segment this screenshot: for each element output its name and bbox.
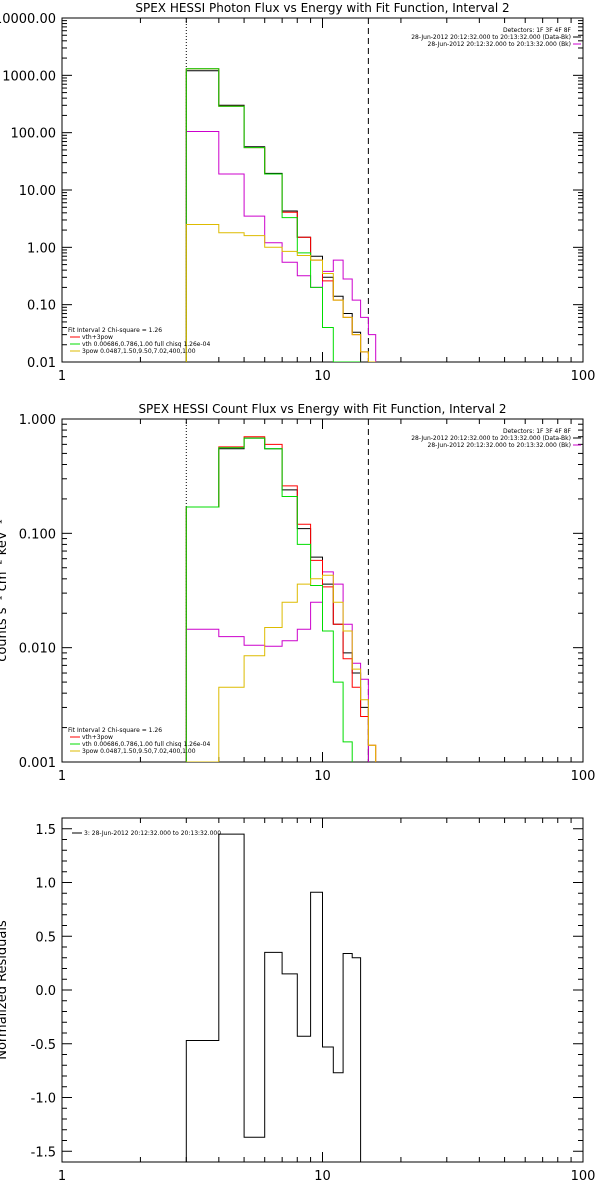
series-group bbox=[185, 68, 377, 362]
series-yellow-line bbox=[186, 574, 377, 762]
y-tick-label: 1.5 bbox=[35, 823, 56, 838]
series-red-line bbox=[185, 68, 376, 362]
legend-bottom-text: vth 0.00686,0.786,1.00 full chisq 1.26e-… bbox=[82, 341, 210, 348]
series-magenta-line bbox=[185, 131, 377, 362]
x-tick-label: 100 bbox=[571, 769, 596, 784]
series-yellow-line bbox=[185, 224, 376, 362]
legend-bottom-text: vth 0.00686,0.786,1.00 full chisq 1.26e-… bbox=[82, 741, 210, 748]
x-tick-label: 100 bbox=[571, 369, 596, 384]
y-tick-label: 0.010 bbox=[19, 642, 56, 657]
x-tick-label: 100 bbox=[571, 1169, 596, 1184]
series-black-line bbox=[185, 437, 369, 762]
series-black-line bbox=[185, 70, 362, 362]
legend-bottom-text: 3pow 0.0487,1.50,9.50,7.02,400,1.00 bbox=[82, 748, 196, 755]
legend-top-text: 28-Jun-2012 20:12:32.000 to 20:13:32.000… bbox=[428, 442, 571, 449]
y-tick-label: 0.0 bbox=[35, 984, 56, 999]
series-green-line bbox=[185, 437, 353, 762]
y-tick-label: -0.5 bbox=[31, 1038, 56, 1053]
series-magenta-line bbox=[185, 571, 369, 762]
y-tick-label: 10.00 bbox=[19, 184, 56, 199]
chart-panel-3: Normalized Residuals 1 10 100 -1.5 -1.0 -0.5 0.… bbox=[0, 817, 596, 1184]
y-tick-label: 1.000 bbox=[19, 413, 56, 428]
series-group bbox=[185, 436, 377, 762]
series-red-line bbox=[185, 436, 377, 762]
y-axis-label: Normalized Residuals bbox=[0, 920, 10, 1060]
series-group bbox=[185, 833, 362, 1162]
chart-title: SPEX HESSI Count Flux vs Energy with Fit… bbox=[138, 402, 506, 416]
y-axis-label: counts s⁻¹ cm⁻² keV⁻¹ bbox=[0, 519, 10, 662]
series-green-line bbox=[185, 68, 361, 362]
legend-top-text: 28-Jun-2012 20:12:32.000 to 20:13:32.000… bbox=[411, 435, 571, 442]
legend-bottom-text: Fit Interval 2 Chi-square = 1.26 bbox=[68, 727, 162, 734]
y-tick-label: 0.001 bbox=[19, 756, 56, 771]
legend-bottom-text: vth+3pow bbox=[82, 334, 113, 341]
x-tick-label: 10 bbox=[314, 369, 331, 384]
x-tick-label: 10 bbox=[314, 1169, 331, 1184]
legend-top-text: Detectors: 1F 3F 4F 8F bbox=[503, 27, 572, 34]
chart-title: SPEX HESSI Photon Flux vs Energy with Fi… bbox=[135, 1, 509, 15]
y-tick-label: -1.0 bbox=[31, 1092, 56, 1107]
y-tick-label: 0.10 bbox=[27, 299, 56, 314]
y-tick-label: 0.01 bbox=[27, 356, 56, 371]
chart-panel-1: SPEX HESSI Photon Flux vs Energy with Fi… bbox=[0, 1, 595, 384]
x-tick-label: 10 bbox=[314, 769, 331, 784]
chart-panel-2: SPEX HESSI Count Flux vs Energy with Fit… bbox=[0, 402, 595, 784]
x-tick-label: 1 bbox=[58, 769, 66, 784]
legend-bottom-text: vth+3pow bbox=[82, 734, 113, 741]
legend-bottom-text: Fit Interval 2 Chi-square = 1.26 bbox=[68, 327, 162, 334]
x-tick-label: 1 bbox=[58, 1169, 66, 1184]
y-tick-label: 0.5 bbox=[35, 930, 56, 945]
y-tick-label: 0.100 bbox=[19, 527, 56, 542]
legend-bottom-text: 3pow 0.0487,1.50,9.50,7.02,400,1.00 bbox=[82, 348, 196, 355]
y-tick-label: 10000.00 bbox=[0, 12, 56, 27]
x-tick-label: 1 bbox=[58, 369, 66, 384]
y-tick-label: -1.5 bbox=[31, 1145, 56, 1160]
legend-top-text: Detectors: 1F 3F 4F 8F bbox=[503, 428, 572, 435]
legend-top-text: 3: 28-Jun-2012 20:12:32.000 to 20:13:32.… bbox=[84, 830, 221, 837]
y-tick-label: 1.00 bbox=[27, 241, 56, 256]
y-tick-label: 100.00 bbox=[11, 127, 57, 142]
series-black-line bbox=[185, 833, 362, 1162]
y-tick-label: 1.0 bbox=[35, 877, 56, 892]
y-tick-label: 1000.00 bbox=[2, 69, 56, 84]
legend-top-text: 28-Jun-2012 20:12:32.000 to 20:13:32.000… bbox=[411, 34, 571, 41]
legend-top-text: 28-Jun-2012 20:12:32.000 to 20:13:32.000… bbox=[428, 41, 571, 48]
